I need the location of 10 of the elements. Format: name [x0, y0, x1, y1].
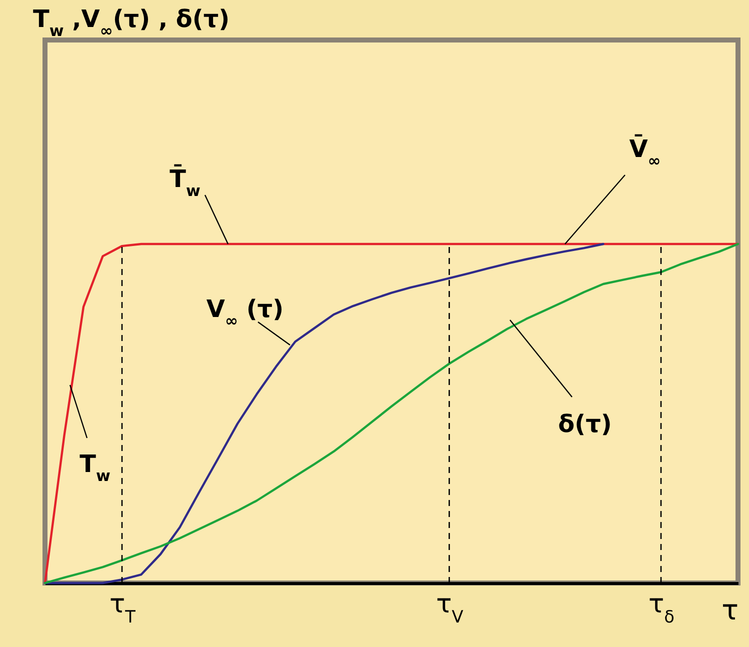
x-tick-label: τ$_{V}$ [436, 590, 464, 626]
annotation: δ(τ) [558, 410, 612, 438]
text: T̄$_{w}$ [170, 164, 200, 200]
text: V̄$_{∞}$ [629, 134, 661, 170]
text: T$_{w}$ ,V$_{∞}$(τ) , δ(τ) [33, 5, 230, 40]
annotation: V$_{∞}$ (τ) [206, 295, 284, 330]
x-tick-label: τ$_{δ}$ [648, 590, 674, 626]
annotation: T$_{w}$ [80, 450, 110, 485]
x-axis-title: τ [722, 594, 738, 626]
x-tick-label: τ$_{T}$ [110, 590, 136, 626]
